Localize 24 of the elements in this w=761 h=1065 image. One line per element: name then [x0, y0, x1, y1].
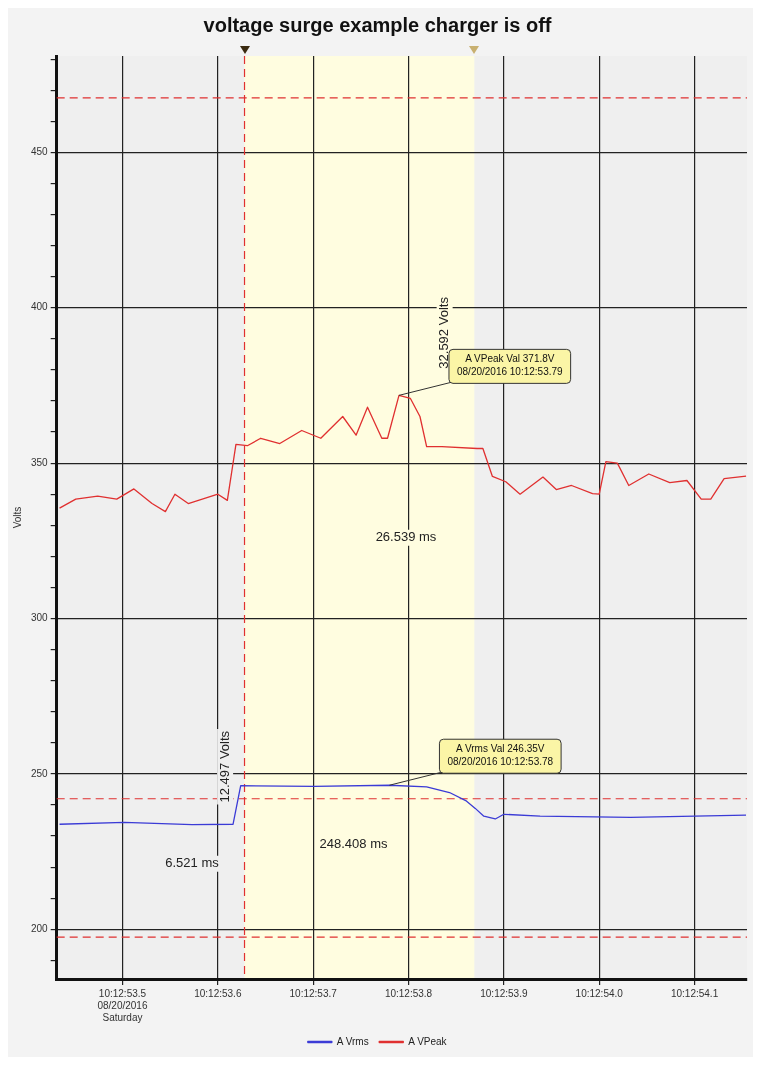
x-tick-label: 10:12:53.7	[289, 987, 338, 999]
annotation: 26.539 ms	[375, 529, 437, 545]
chart-title: voltage surge example charger is off	[203, 13, 552, 36]
y-tick-label: 300	[31, 612, 49, 624]
x-tick-label: 10:12:53.5 08/20/2016 Saturday	[97, 987, 148, 1023]
x-tick-label: 10:12:54.0	[575, 987, 624, 999]
annotation: 6.521 ms	[165, 855, 220, 871]
annotation: 248.408 ms	[319, 835, 388, 851]
legend-label: A VPeak	[408, 1035, 448, 1047]
x-tick-label: 10:12:53.9	[480, 987, 528, 999]
y-axis-title: Volts	[11, 506, 23, 529]
x-tick-label: 10:12:53.8	[384, 987, 433, 999]
x-tick-label: 10:12:54.1	[670, 987, 719, 999]
x-tick-label: 10:12:53.6	[194, 987, 242, 999]
annotation: 12.497 Volts	[216, 730, 232, 803]
annotation: A VPeak Val 371.8V 08/20/2016 10:12:53.79	[456, 353, 564, 378]
annotation: 32.592 Volts	[436, 296, 452, 369]
y-tick-label: 200	[31, 923, 49, 935]
legend-label: A Vrms	[336, 1035, 369, 1047]
annotation: A Vrms Val 246.35V 08/20/2016 10:12:53.78	[447, 742, 554, 767]
y-tick-label: 250	[31, 767, 49, 779]
y-tick-label: 450	[31, 146, 49, 158]
y-tick-label: 400	[31, 301, 49, 313]
y-tick-label: 350	[31, 456, 49, 468]
